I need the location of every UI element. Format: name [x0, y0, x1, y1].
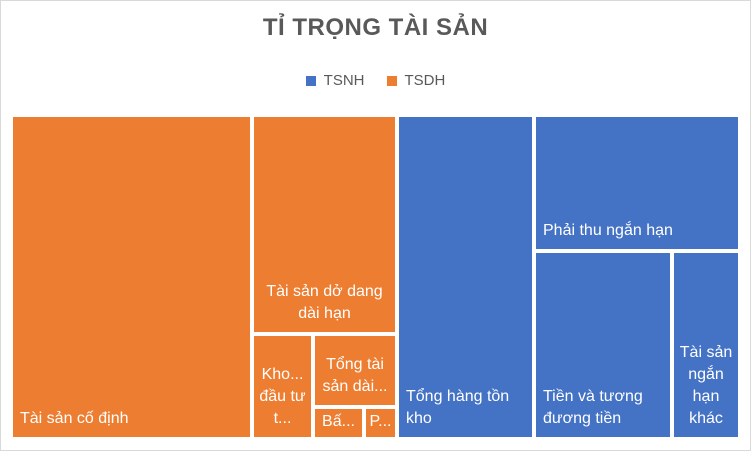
tile-label: P... — [369, 413, 392, 430]
treemap-tile-phai-thu-ngan-han: Phải thu ngắn hạn — [534, 115, 740, 251]
tile-label: Tài sản ngắn hạn khác — [679, 344, 733, 427]
tile-label: Tiền và tương đương tiền — [543, 388, 643, 427]
tile-label: Tổng hàng tồn kho — [406, 388, 510, 427]
legend-label-tsnh: TSNH — [323, 72, 365, 89]
tile-label: Tài sản dở dang dài hạn — [266, 283, 383, 322]
tile-label: Tổng tài sản dài... — [322, 356, 388, 395]
chart-legend: TSNH TSDH — [0, 72, 751, 89]
treemap-tile-khoan-dau-tu: Kho... đầu tư t... — [252, 334, 313, 439]
chart-title: TỈ TRỌNG TÀI SẢN — [262, 14, 489, 41]
treemap-tile-bat-dong-san: Bấ... — [313, 407, 364, 439]
tile-label: Phải thu ngắn hạn — [543, 222, 673, 239]
treemap-tile-tai-san-ngan-han-khac: Tài sản ngắn hạn khác — [672, 251, 740, 439]
legend-label-tsdh: TSDH — [404, 72, 446, 89]
legend-item-tsnh: TSNH — [305, 72, 365, 89]
treemap-tile-tien-va-tuong-duong: Tiền và tương đương tiền — [534, 251, 672, 439]
legend-swatch-tsnh — [305, 75, 316, 86]
treemap-tile-tai-san-do-dang: Tài sản dở dang dài hạn — [252, 115, 397, 334]
legend-swatch-tsdh — [386, 75, 397, 86]
treemap-tile-tai-san-co-dinh: Tài sản cố định — [11, 115, 252, 439]
treemap-tile-tong-tai-san-dai: Tổng tài sản dài... — [313, 334, 397, 407]
treemap-tile-p: P... — [364, 407, 397, 439]
treemap-tile-tong-hang-ton-kho: Tổng hàng tồn kho — [397, 115, 534, 439]
tile-label: Bấ... — [322, 413, 355, 430]
tile-label: Kho... đầu tư t... — [259, 366, 306, 427]
legend-item-tsdh: TSDH — [386, 72, 446, 89]
tile-label: Tài sản cố định — [20, 410, 129, 427]
